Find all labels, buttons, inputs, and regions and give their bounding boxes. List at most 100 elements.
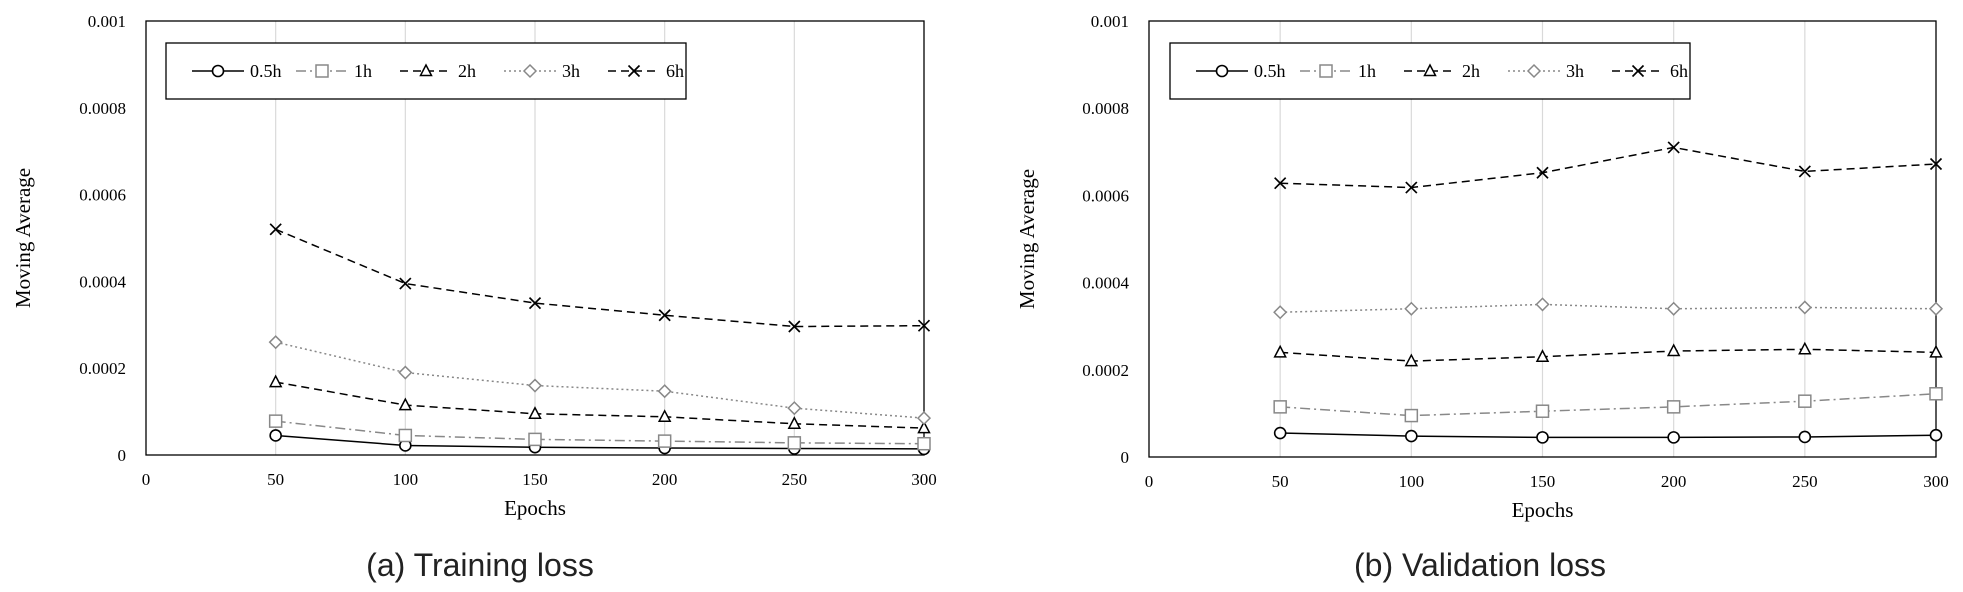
legend-label-0.5h: 0.5h xyxy=(1254,61,1286,81)
data-point-2h xyxy=(528,406,542,420)
x-tick-label: 200 xyxy=(1661,472,1687,491)
data-point-6h xyxy=(1274,177,1287,190)
legend: 0.5h 1h 2h 3h 6h xyxy=(1169,42,1691,100)
data-point-0.5h xyxy=(1798,430,1812,444)
data-point-6h xyxy=(1667,141,1680,154)
y-tick-label: 0.0004 xyxy=(79,272,126,291)
panel-validation-loss: 0 50 100 150 200 250 300 0 0.0002 0.0004 0.0006 0.0… xyxy=(1015,12,1949,583)
legend-label-2h: 2h xyxy=(1462,61,1480,81)
legend-label-1h: 1h xyxy=(354,61,372,81)
data-point-6h xyxy=(269,223,282,236)
data-point-2h xyxy=(1273,344,1287,358)
legend-label-1h: 1h xyxy=(1358,61,1376,81)
data-point-1h xyxy=(1798,394,1812,408)
data-point-0.5h xyxy=(1929,428,1943,442)
data-point-2h xyxy=(1535,349,1550,362)
y-axis-label: Moving Average xyxy=(1015,169,1039,309)
legend-label-2h: 2h xyxy=(458,61,476,81)
data-point-6h xyxy=(1536,166,1549,179)
series-line-0.5h xyxy=(1280,432,1937,439)
x-tick-label: 300 xyxy=(911,470,937,489)
legend-marker-3h xyxy=(1526,63,1542,79)
legend: 0.5h 1h 2h 3h 6h xyxy=(165,42,687,100)
data-point-2h xyxy=(917,420,931,434)
y-tick-label: 0.0002 xyxy=(1082,361,1129,380)
data-point-2h xyxy=(657,409,672,423)
data-point-2h xyxy=(1929,344,1943,358)
legend-marker-3h xyxy=(522,63,538,79)
x-tick-label: 250 xyxy=(1792,472,1818,491)
data-point-1h xyxy=(528,432,542,447)
legend-marker-1h xyxy=(315,64,329,78)
legend-marker-1h xyxy=(1319,64,1333,78)
plot-frame xyxy=(145,20,925,456)
data-point-0.5h xyxy=(269,429,282,442)
data-point-3h xyxy=(1928,301,1944,316)
legend-label-0.5h: 0.5h xyxy=(250,61,282,81)
series-line-0.5h xyxy=(275,434,925,450)
legend-marker-2h xyxy=(419,63,433,77)
data-point-6h xyxy=(1929,157,1943,171)
plot-frame xyxy=(1148,20,1937,458)
x-tick-label: 0 xyxy=(142,470,151,489)
y-tick-label: 0.0002 xyxy=(79,359,126,378)
data-point-3h xyxy=(1666,301,1681,316)
data-point-6h xyxy=(528,296,542,310)
data-point-2h xyxy=(1404,353,1419,367)
data-point-1h xyxy=(1404,408,1419,423)
data-point-1h xyxy=(917,436,931,451)
series-line-2h xyxy=(1280,348,1937,362)
x-tick-label: 300 xyxy=(1923,472,1949,491)
data-point-2h xyxy=(787,416,802,430)
x-tick-label: 50 xyxy=(267,470,284,489)
data-point-6h xyxy=(399,277,412,290)
legend-marker-6h xyxy=(627,64,641,78)
data-point-1h xyxy=(1535,404,1550,418)
x-axis-label: Epochs xyxy=(504,496,566,520)
data-point-1h xyxy=(787,436,802,450)
data-point-0.5h xyxy=(1667,431,1680,444)
y-tick-label: 0.001 xyxy=(1091,12,1129,31)
data-point-3h xyxy=(268,335,283,350)
x-axis-label: Epochs xyxy=(1512,498,1574,522)
series-line-6h xyxy=(1280,146,1937,189)
y-tick-label: 0.0008 xyxy=(1082,99,1129,118)
chart-caption: (a) Training loss xyxy=(366,547,594,583)
data-point-3h xyxy=(1535,297,1550,312)
legend-label-3h: 3h xyxy=(1566,61,1584,81)
panel-training-loss: 0 50 100 150 200 250 300 0 0.0002 0.0004 0.0006 0.0… xyxy=(11,12,937,583)
data-point-1h xyxy=(657,434,672,448)
data-point-6h xyxy=(1798,165,1811,178)
data-point-0.5h xyxy=(1273,426,1287,440)
data-point-6h xyxy=(1405,181,1418,194)
data-point-3h xyxy=(1797,300,1812,315)
x-tick-label: 200 xyxy=(652,470,678,489)
series-line-6h xyxy=(275,228,925,328)
series-line-2h xyxy=(275,381,925,429)
data-point-0.5h xyxy=(1536,431,1549,444)
x-tick-label: 50 xyxy=(1272,472,1289,491)
y-tick-label: 0.0006 xyxy=(1082,186,1129,205)
data-point-3h xyxy=(657,384,672,399)
data-point-6h xyxy=(788,320,801,333)
data-point-3h xyxy=(398,365,413,380)
data-point-3h xyxy=(787,401,802,416)
series-line-3h xyxy=(1280,303,1937,313)
legend-marker-2h xyxy=(1423,63,1437,77)
data-point-3h xyxy=(916,411,932,426)
data-point-1h xyxy=(398,428,413,443)
series-line-1h xyxy=(1280,393,1937,417)
legend-label-6h: 6h xyxy=(666,61,684,81)
x-tick-label: 0 xyxy=(1145,472,1154,491)
x-tick-label: 100 xyxy=(1399,472,1425,491)
legend-marker-0.5h xyxy=(211,64,225,78)
y-tick-label: 0.0008 xyxy=(79,99,126,118)
series-line-3h xyxy=(275,341,925,419)
x-tick-label: 150 xyxy=(522,470,548,489)
data-point-2h xyxy=(268,374,283,388)
data-point-2h xyxy=(398,397,413,411)
series-line-1h xyxy=(275,420,925,445)
data-point-3h xyxy=(1273,305,1288,320)
chart-caption: (b) Validation loss xyxy=(1354,547,1606,583)
